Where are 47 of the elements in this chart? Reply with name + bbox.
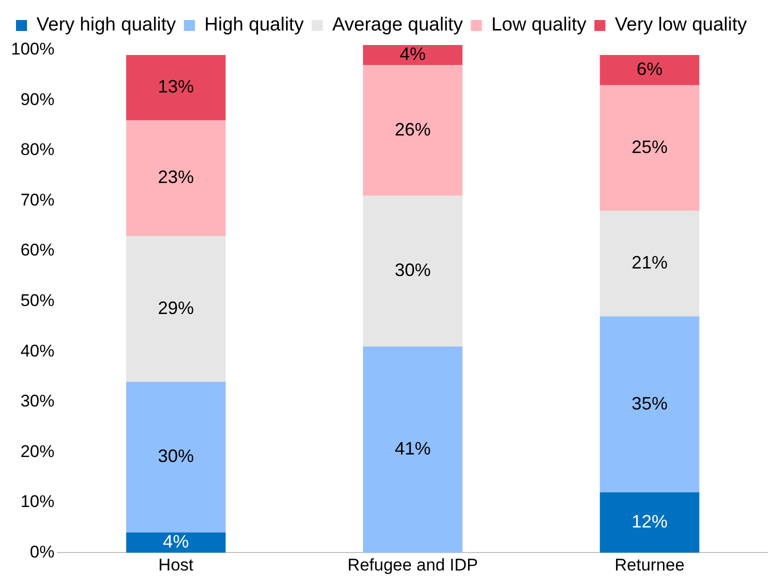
bar (363, 346, 462, 553)
y-tick-label: 80% (20, 140, 54, 160)
data-label: 12% (632, 511, 668, 532)
x-tick-label: Host (158, 555, 194, 574)
y-tick-label: 100% (10, 40, 54, 59)
legend-label: Very high quality (36, 14, 176, 36)
data-label: 6% (636, 59, 663, 80)
bar (600, 210, 700, 316)
y-tick-label: 0% (30, 542, 54, 562)
data-label: 25% (632, 136, 668, 157)
y-tick-label: 30% (20, 392, 54, 411)
bar (600, 492, 700, 553)
bar (363, 45, 462, 66)
data-label: 4% (400, 44, 426, 64)
x-tick-label: Returnee (614, 555, 685, 574)
bar (600, 55, 700, 86)
bar (363, 196, 462, 347)
legend-label: Very low quality (614, 14, 748, 36)
legend-label: High quality (204, 14, 304, 36)
data-label: 30% (158, 446, 194, 466)
bar (126, 382, 226, 532)
y-tick-label: 40% (20, 341, 54, 360)
data-label: 30% (394, 260, 431, 280)
bar (126, 532, 226, 553)
legend-label: Average quality (332, 14, 464, 36)
bar (600, 85, 700, 211)
data-label: 26% (394, 119, 431, 140)
data-label: 4% (162, 532, 189, 552)
bar (126, 236, 226, 382)
x-tick-label: Refugee and IDP (348, 555, 478, 574)
bar (126, 55, 226, 120)
data-label: 29% (158, 298, 194, 318)
data-label: 13% (158, 76, 194, 97)
data-label: 41% (394, 438, 431, 459)
bar (600, 316, 700, 492)
data-label: 21% (632, 252, 668, 273)
y-tick-label: 10% (20, 492, 54, 512)
y-tick-label: 60% (20, 240, 54, 260)
y-tick-label: 20% (20, 442, 54, 461)
data-label: 23% (158, 167, 194, 188)
bar (126, 120, 226, 236)
y-tick-label: 50% (20, 291, 54, 310)
y-tick-label: 70% (20, 190, 54, 210)
data-label: 35% (632, 393, 668, 414)
legend-label: Low quality (491, 14, 587, 36)
y-tick-label: 90% (20, 90, 54, 109)
bar (363, 65, 462, 196)
